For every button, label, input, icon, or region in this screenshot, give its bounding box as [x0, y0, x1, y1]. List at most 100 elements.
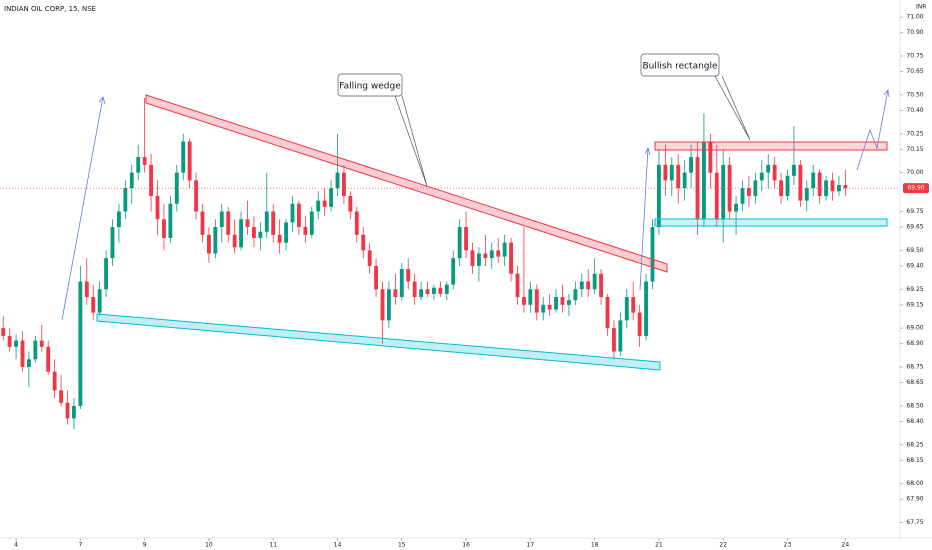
- candle-body: [264, 211, 269, 232]
- candle-body: [657, 164, 661, 228]
- candle-body: [213, 227, 218, 254]
- y-tick-label: 69.50: [906, 247, 923, 254]
- candle-body: [84, 281, 89, 298]
- y-tick-label: 70.25: [906, 130, 923, 137]
- candle-body: [811, 172, 816, 189]
- candle-body: [33, 340, 38, 360]
- candle-body: [322, 200, 327, 207]
- candle-body: [226, 211, 231, 235]
- candle-body: [412, 281, 417, 298]
- candle-body: [200, 211, 205, 235]
- candle-body: [798, 164, 803, 201]
- candle-body: [65, 402, 70, 419]
- y-tick-label: 68.65: [906, 379, 923, 386]
- candle-body: [117, 211, 121, 228]
- candle-body: [387, 289, 391, 321]
- candle-body: [605, 297, 610, 329]
- y-tick-label: 68.90: [906, 340, 923, 347]
- y-tick-label: 70.65: [906, 68, 923, 75]
- callout-box: [640, 53, 720, 77]
- candle-body: [663, 164, 668, 181]
- candle-body: [464, 227, 468, 251]
- y-tick-label: 70.40: [906, 107, 923, 114]
- candle-body: [554, 297, 558, 310]
- wedge-upper: [145, 94, 668, 273]
- y-tick-label: 70.50: [906, 91, 923, 98]
- y-tick-label: 67.90: [906, 496, 923, 503]
- y-tick-label: 70.00: [906, 169, 923, 176]
- candle-body: [245, 219, 250, 228]
- candle-body: [329, 188, 333, 207]
- candle-body: [277, 234, 282, 243]
- candle-body: [734, 203, 738, 212]
- candle-body: [515, 273, 520, 298]
- candle-body: [59, 390, 63, 403]
- y-tick-label: 68.00: [906, 480, 923, 487]
- candle-body: [502, 242, 507, 257]
- candle-body: [354, 211, 359, 235]
- candle-body: [399, 269, 404, 298]
- x-tick-label: 4: [14, 542, 18, 549]
- candle-body: [804, 188, 809, 201]
- candle-body: [637, 312, 642, 336]
- candle-body: [207, 234, 211, 254]
- candle-body: [669, 164, 674, 181]
- y-tick-label: 69.65: [906, 224, 923, 231]
- x-tick-label: 17: [527, 542, 535, 549]
- candle-body: [695, 157, 700, 220]
- last-price-label: 69.90: [907, 185, 924, 192]
- candle-body: [483, 253, 488, 259]
- candle-body: [271, 211, 276, 235]
- candle-body: [444, 284, 449, 294]
- candle-body: [97, 289, 102, 313]
- candle-body: [759, 172, 764, 181]
- candle-body: [129, 172, 134, 189]
- candle-body: [747, 188, 751, 196]
- candle-body: [123, 188, 128, 212]
- candle-body: [78, 281, 83, 406]
- candle-body: [579, 281, 584, 290]
- candle-body: [72, 405, 76, 419]
- y-tick-label: 67.75: [906, 519, 923, 526]
- candle-body: [522, 297, 526, 305]
- candle-body: [567, 300, 571, 305]
- candle-body: [168, 203, 173, 238]
- candle-body: [194, 180, 198, 212]
- x-tick-label: 23: [784, 542, 792, 549]
- candle-body: [303, 227, 308, 235]
- x-tick-label: 15: [398, 542, 406, 549]
- candle-body: [534, 289, 539, 313]
- y-tick-label: 68.75: [906, 364, 923, 371]
- candle-body: [187, 141, 192, 181]
- callout-line: [714, 75, 751, 141]
- candle-body: [110, 227, 115, 259]
- last-price-tag: [903, 183, 929, 194]
- annotation: Bullish rectangle: [642, 62, 718, 72]
- wedge-lower: [96, 313, 661, 371]
- candle-body: [792, 164, 796, 176]
- candle-body: [547, 304, 552, 310]
- candle-body: [425, 289, 430, 294]
- candle-body: [7, 335, 12, 347]
- candle-body: [252, 227, 256, 238]
- candle-body: [477, 253, 481, 266]
- candle-body: [721, 164, 726, 220]
- arrow: [856, 89, 890, 171]
- y-tick-label: 69.75: [906, 208, 923, 215]
- candle-body: [219, 211, 224, 228]
- x-tick-label: 18: [591, 542, 599, 549]
- candle-body: [406, 269, 411, 282]
- candle-body: [586, 281, 591, 290]
- arrows: [61, 89, 890, 321]
- candle-body: [419, 289, 423, 298]
- candle-body: [290, 203, 295, 223]
- candle-body: [27, 359, 31, 368]
- candle-body: [612, 328, 616, 352]
- candle-body: [181, 141, 186, 173]
- candle-body: [393, 289, 398, 298]
- candle-body: [104, 258, 108, 290]
- symbol-title: INDIAN OIL CORP, 15, NSE: [4, 5, 96, 13]
- rectangle-top: [654, 141, 888, 151]
- candle-body: [644, 281, 648, 336]
